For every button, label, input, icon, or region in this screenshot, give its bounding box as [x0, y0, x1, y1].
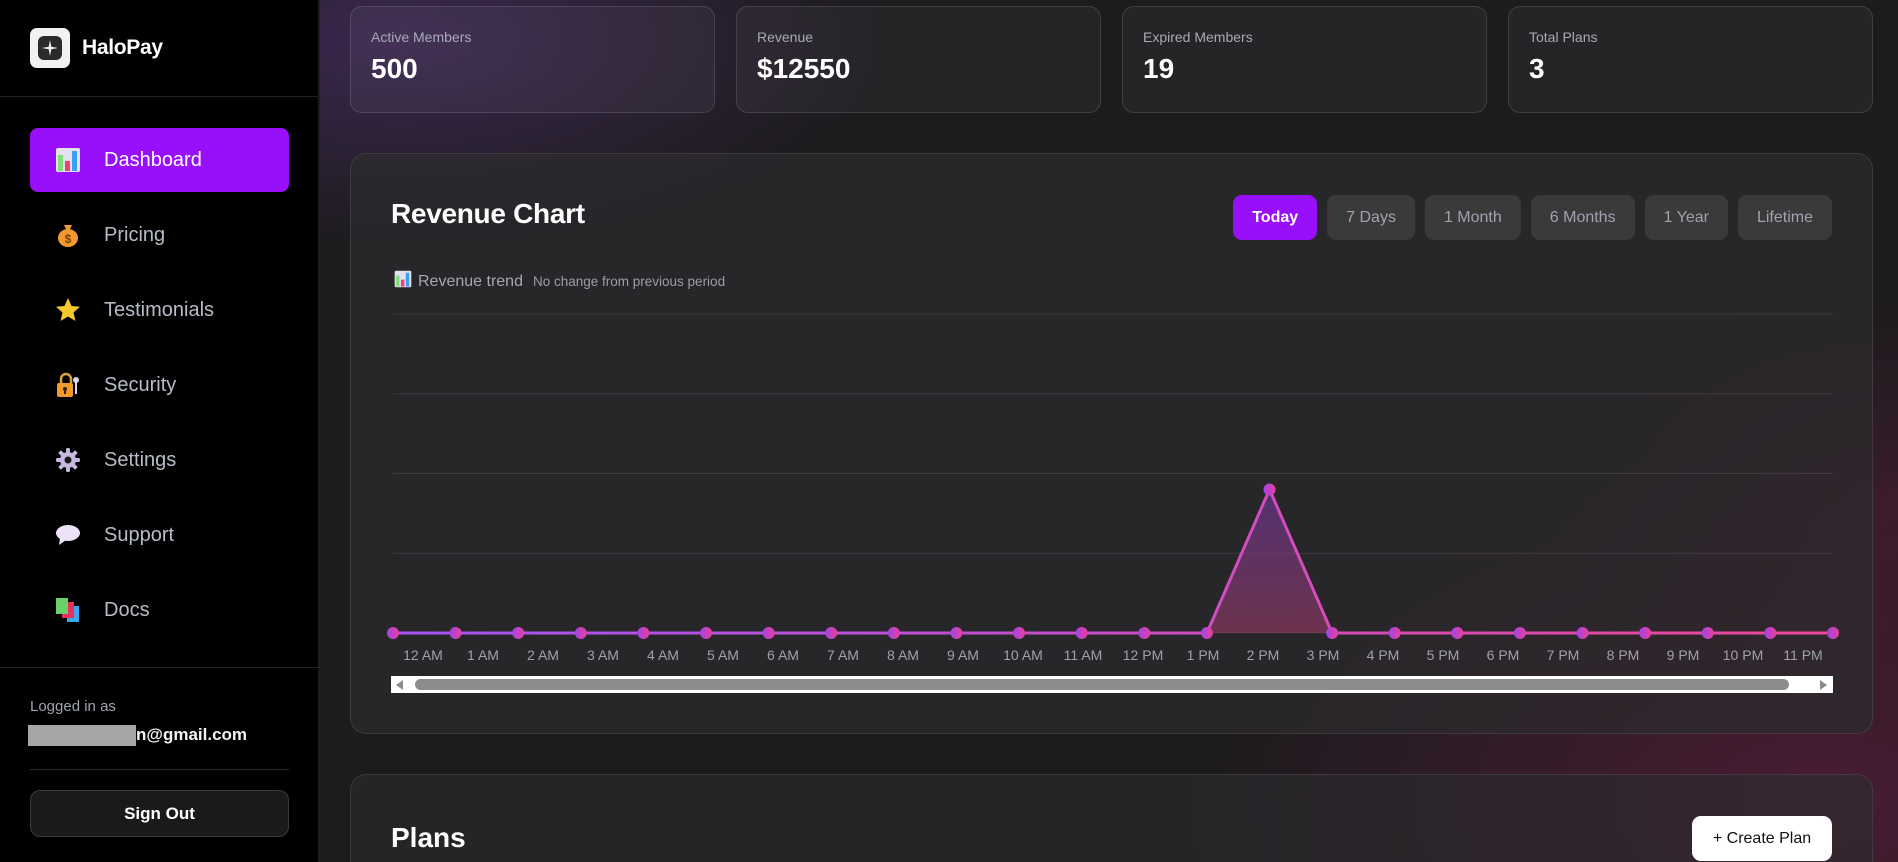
- sidebar: HaloPay Dashboard $ Pricing Testimonials…: [0, 0, 319, 862]
- bar-chart-icon: [394, 270, 412, 293]
- svg-text:8 PM: 8 PM: [1607, 647, 1640, 663]
- stat-label: Revenue: [757, 29, 814, 45]
- svg-text:12 AM: 12 AM: [403, 647, 443, 663]
- svg-text:6 PM: 6 PM: [1487, 647, 1520, 663]
- sidebar-item-label: Support: [104, 523, 175, 546]
- stat-value: 500: [371, 53, 418, 84]
- svg-text:11 AM: 11 AM: [1064, 647, 1103, 663]
- gear-icon: [54, 446, 82, 474]
- svg-text:5 PM: 5 PM: [1427, 647, 1460, 663]
- sidebar-item-label: Dashboard: [104, 148, 202, 171]
- svg-text:2 AM: 2 AM: [527, 647, 559, 663]
- sign-out-button[interactable]: Sign Out: [30, 790, 289, 837]
- tab-1-year[interactable]: 1 Year: [1644, 195, 1728, 240]
- scroll-right-arrow-icon[interactable]: [1820, 680, 1827, 690]
- money-bag-icon: $: [54, 221, 82, 249]
- tab-6-months[interactable]: 6 Months: [1530, 195, 1635, 240]
- svg-text:10 PM: 10 PM: [1723, 647, 1763, 663]
- sidebar-item-support[interactable]: Support: [30, 503, 289, 567]
- plans-card: Plans + Create Plan: [350, 774, 1873, 862]
- stat-label: Total Plans: [1529, 29, 1598, 45]
- scroll-left-arrow-icon[interactable]: [396, 680, 403, 690]
- sidebar-item-dashboard[interactable]: Dashboard: [30, 128, 289, 192]
- books-icon: [54, 596, 82, 624]
- svg-text:6 AM: 6 AM: [767, 647, 799, 663]
- svg-text:12 PM: 12 PM: [1123, 647, 1163, 663]
- brand[interactable]: HaloPay: [0, 0, 318, 97]
- sidebar-footer: Logged in as n@gmail.com Sign Out: [0, 667, 319, 837]
- sidebar-item-security[interactable]: Security: [30, 353, 289, 417]
- tab-lifetime[interactable]: Lifetime: [1737, 195, 1832, 240]
- chart-title: Revenue Chart: [391, 198, 585, 229]
- stats-row: Active Members 500 Revenue $12550 Expire…: [350, 6, 1873, 113]
- svg-text:11 PM: 11 PM: [1783, 647, 1822, 663]
- stat-value: 19: [1143, 53, 1175, 84]
- sidebar-nav: Dashboard $ Pricing Testimonials Securit…: [0, 97, 318, 642]
- svg-text:3 AM: 3 AM: [587, 647, 619, 663]
- plans-title: Plans: [391, 822, 466, 853]
- svg-text:1 PM: 1 PM: [1187, 647, 1220, 663]
- divider: [30, 769, 289, 770]
- stat-value: 3: [1529, 53, 1545, 84]
- halopay-logo-icon: [30, 28, 70, 68]
- email-text: n@gmail.com: [136, 725, 248, 744]
- trend-note: No change from previous period: [532, 274, 726, 289]
- svg-text:7 PM: 7 PM: [1547, 647, 1580, 663]
- sidebar-item-label: Docs: [104, 598, 150, 621]
- svg-text:1 AM: 1 AM: [467, 647, 499, 663]
- chart-scrollbar[interactable]: [391, 676, 1833, 693]
- svg-text:9 AM: 9 AM: [947, 647, 979, 663]
- revenue-chart-card: 12 AM 1 AM 2 AM 3 AM 4 AM 5 AM 6 AM 7 AM 8 AM 9 A…: [350, 153, 1873, 734]
- email-redaction: [28, 724, 136, 746]
- speech-bubble-icon: [54, 521, 82, 549]
- sidebar-item-label: Pricing: [104, 223, 166, 246]
- main-content: Active Members 500 Revenue $12550 Expire…: [320, 0, 1898, 862]
- app-name: HaloPay: [82, 36, 163, 59]
- svg-text:4 AM: 4 AM: [647, 647, 679, 663]
- stat-label: Active Members: [371, 29, 472, 45]
- svg-text:3 PM: 3 PM: [1307, 647, 1340, 663]
- svg-text:2 PM: 2 PM: [1247, 647, 1280, 663]
- sidebar-item-label: Settings: [104, 448, 177, 471]
- trend-label: Revenue trend: [418, 272, 523, 290]
- stat-card-revenue: Revenue $12550: [736, 6, 1101, 113]
- logged-in-label: Logged in as: [30, 698, 116, 715]
- sidebar-item-label: Testimonials: [104, 298, 215, 321]
- scrollbar-thumb[interactable]: [415, 679, 1789, 690]
- tab-7-days[interactable]: 7 Days: [1327, 195, 1415, 240]
- svg-text:10 AM: 10 AM: [1003, 647, 1043, 663]
- stat-card-total-plans: Total Plans 3: [1508, 6, 1873, 113]
- svg-text:7 AM: 7 AM: [827, 647, 859, 663]
- revenue-trend: Revenue trend No change from previous pe…: [394, 270, 725, 293]
- sidebar-item-testimonials[interactable]: Testimonials: [30, 278, 289, 342]
- user-email: n@gmail.com: [28, 724, 289, 746]
- stat-value: $12550: [757, 53, 851, 84]
- stat-card-active-members: Active Members 500: [350, 6, 715, 113]
- revenue-area-chart[interactable]: 12 AM 1 AM 2 AM 3 AM 4 AM 5 AM 6 AM 7 AM 8 AM 9 A…: [351, 154, 1874, 735]
- sidebar-item-settings[interactable]: Settings: [30, 428, 289, 492]
- stat-label: Expired Members: [1143, 29, 1253, 45]
- lock-key-icon: [54, 371, 82, 399]
- time-range-tabs: Today 7 Days 1 Month 6 Months 1 Year Lif…: [1233, 195, 1832, 240]
- bar-chart-icon: [54, 146, 82, 174]
- svg-text:$: $: [65, 232, 72, 246]
- svg-text:8 AM: 8 AM: [887, 647, 919, 663]
- tab-today[interactable]: Today: [1233, 195, 1318, 240]
- svg-text:5 AM: 5 AM: [707, 647, 739, 663]
- create-plan-button[interactable]: + Create Plan: [1692, 816, 1832, 861]
- sidebar-item-docs[interactable]: Docs: [30, 578, 289, 642]
- sidebar-item-label: Security: [104, 373, 177, 396]
- tab-1-month[interactable]: 1 Month: [1424, 195, 1521, 240]
- sidebar-item-pricing[interactable]: $ Pricing: [30, 203, 289, 267]
- svg-text:9 PM: 9 PM: [1667, 647, 1700, 663]
- stat-card-expired-members: Expired Members 19: [1122, 6, 1487, 113]
- svg-text:4 PM: 4 PM: [1367, 647, 1400, 663]
- star-icon: [54, 296, 82, 324]
